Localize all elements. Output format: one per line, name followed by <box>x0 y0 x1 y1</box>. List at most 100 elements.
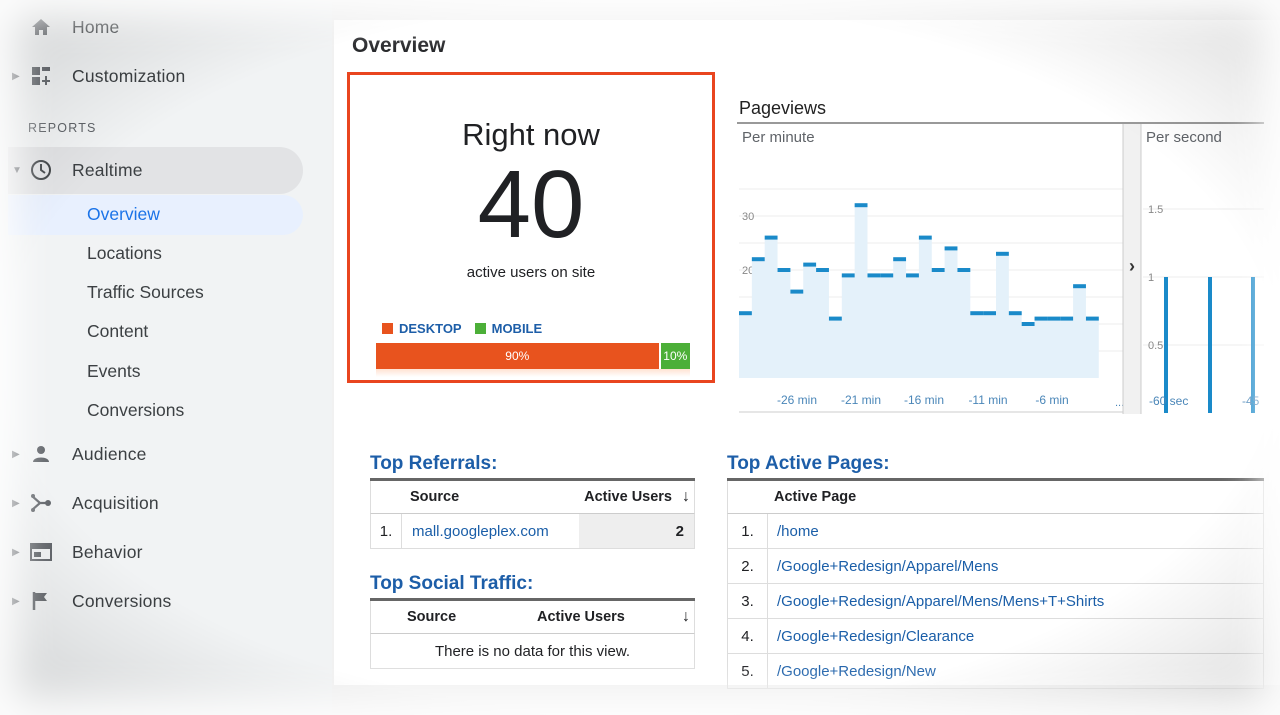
device-legend: DESKTOP MOBILE <box>382 321 542 336</box>
active-page-link[interactable]: /Google+Redesign/New <box>777 662 936 680</box>
pageviews-bar <box>867 273 881 278</box>
table-header: Source Active Users ↓ <box>370 481 695 514</box>
pageviews-bar <box>1073 284 1086 289</box>
per-second-label: Per second <box>1146 129 1222 146</box>
pageviews-area <box>739 205 1099 378</box>
row-number: 1. <box>371 514 402 548</box>
expand-chevron-icon[interactable]: › <box>1129 256 1135 276</box>
pageviews-bar <box>1060 316 1074 321</box>
sub-nav-locations[interactable]: Locations <box>87 243 162 263</box>
pageviews-bar <box>880 273 894 278</box>
behavior-icon <box>30 541 52 563</box>
pageviews-bar <box>854 203 868 208</box>
pageviews-bar <box>970 311 984 316</box>
flag-icon <box>30 590 52 612</box>
pageviews-bar <box>957 268 971 272</box>
pageviews-bar <box>1047 316 1061 321</box>
pageviews-bar <box>777 268 791 272</box>
top-social-table: Source Active Users ↓ There is no data f… <box>370 598 695 669</box>
caret-right-icon: ▶ <box>12 448 20 460</box>
right-now-title: Right now <box>462 117 600 152</box>
top-referrals-table: Source Active Users ↓ 1. mall.googleplex… <box>370 478 695 549</box>
table-row: 1. /home <box>727 514 1264 549</box>
customization-icon <box>30 65 52 87</box>
sub-nav-overview[interactable]: Overview <box>87 204 160 224</box>
per-second-bar <box>1164 277 1168 413</box>
x-tick-label: -6 min <box>1035 393 1068 407</box>
nav-behavior-label: Behavior <box>72 541 143 562</box>
active-page-link[interactable]: /Google+Redesign/Clearance <box>777 627 975 645</box>
row-number: 1. <box>728 514 768 548</box>
table-header: Source Active Users ↓ <box>370 601 695 634</box>
row-number: 5. <box>728 654 768 688</box>
bar-shadow <box>376 369 690 377</box>
top-active-pages-title: Top Active Pages: <box>727 453 890 474</box>
legend-desktop: DESKTOP <box>399 321 462 336</box>
pageviews-bar <box>931 268 945 272</box>
acquisition-icon <box>30 492 52 514</box>
per-second-bar <box>1208 277 1212 413</box>
nav-conversions[interactable]: ▶ Conversions <box>0 579 300 623</box>
col-active-page[interactable]: Active Page <box>774 489 857 505</box>
referral-users-value: 2 <box>579 514 694 548</box>
sort-down-icon[interactable]: ↓ <box>682 488 690 505</box>
desktop-swatch <box>382 323 393 334</box>
pageviews-bar <box>893 257 907 262</box>
nav-behavior[interactable]: ▶ Behavior <box>0 530 300 574</box>
active-page-link[interactable]: /Google+Redesign/Apparel/Mens <box>777 557 999 575</box>
per-minute-label: Per minute <box>742 129 815 146</box>
row-number: 3. <box>728 584 768 618</box>
nav-customization-label: Customization <box>72 65 186 86</box>
nav-audience[interactable]: ▶ Audience <box>0 432 300 476</box>
per-second-bar <box>1251 277 1255 413</box>
pageviews-bar <box>841 273 855 278</box>
col-active-users[interactable]: Active Users <box>584 489 672 505</box>
caret-right-icon: ▶ <box>12 497 20 509</box>
sidebar: Home ▶ Customization REPORTS ▼ Realtime … <box>0 0 332 715</box>
referral-source-link[interactable]: mall.googleplex.com <box>412 522 549 540</box>
nav-customization[interactable]: ▶ Customization <box>0 54 300 98</box>
col-source[interactable]: Source <box>407 609 457 625</box>
active-page-link[interactable]: /Google+Redesign/Apparel/Mens/Mens+T+Shi… <box>777 592 1105 610</box>
col-active-users[interactable]: Active Users <box>537 609 625 625</box>
y-tick-label: 30 <box>742 211 754 223</box>
person-icon <box>30 443 52 465</box>
caret-right-icon: ▶ <box>12 70 20 82</box>
nav-realtime[interactable]: ▼ Realtime <box>0 148 300 192</box>
empty-row: There is no data for this view. <box>370 634 695 669</box>
page-title: Overview <box>352 34 446 57</box>
table-row: 1. mall.googleplex.com 2 <box>370 514 695 549</box>
x-tick-label: -11 min <box>968 393 1007 407</box>
top-active-pages-table: Active Page 1. /home 2. /Google+Redesign… <box>727 478 1264 689</box>
mobile-share-bar: 10% <box>658 343 690 369</box>
sub-nav-conversions[interactable]: Conversions <box>87 400 185 420</box>
table-row: 5. /Google+Redesign/New <box>727 654 1264 689</box>
table-row: 4. /Google+Redesign/Clearance <box>727 619 1264 654</box>
pageviews-bar <box>996 251 1009 256</box>
pageviews-bar <box>764 235 778 240</box>
top-social-title: Top Social Traffic: <box>370 573 534 594</box>
table-header: Active Page <box>727 481 1264 514</box>
sub-nav-traffic-sources[interactable]: Traffic Sources <box>87 282 204 302</box>
y-tick-label: 20 <box>742 265 754 277</box>
nav-home[interactable]: Home <box>0 5 300 49</box>
reports-section-label: REPORTS <box>28 121 97 135</box>
mobile-swatch <box>474 323 486 334</box>
pageviews-bar <box>1085 316 1099 321</box>
top-referrals-title: Top Referrals: <box>370 453 498 474</box>
nav-realtime-label: Realtime <box>72 159 143 180</box>
realtime-highlight <box>8 147 303 194</box>
sort-down-icon[interactable]: ↓ <box>682 608 690 625</box>
col-source[interactable]: Source <box>410 489 460 505</box>
pageviews-bar <box>918 235 932 240</box>
pageviews-chart: Per minute102030-26 min-21 min-16 min-11… <box>737 122 1264 414</box>
pageviews-bar <box>790 289 804 294</box>
active-page-link[interactable]: /home <box>777 522 819 540</box>
nav-acquisition[interactable]: ▶ Acquisition <box>0 481 300 525</box>
sub-nav-content[interactable]: Content <box>87 321 149 341</box>
pageviews-bar <box>906 273 919 278</box>
legend-mobile: MOBILE <box>491 321 543 336</box>
sub-nav-events[interactable]: Events <box>87 361 141 381</box>
x-tick-label: -60 sec <box>1149 394 1188 408</box>
caret-right-icon: ▶ <box>12 546 20 558</box>
